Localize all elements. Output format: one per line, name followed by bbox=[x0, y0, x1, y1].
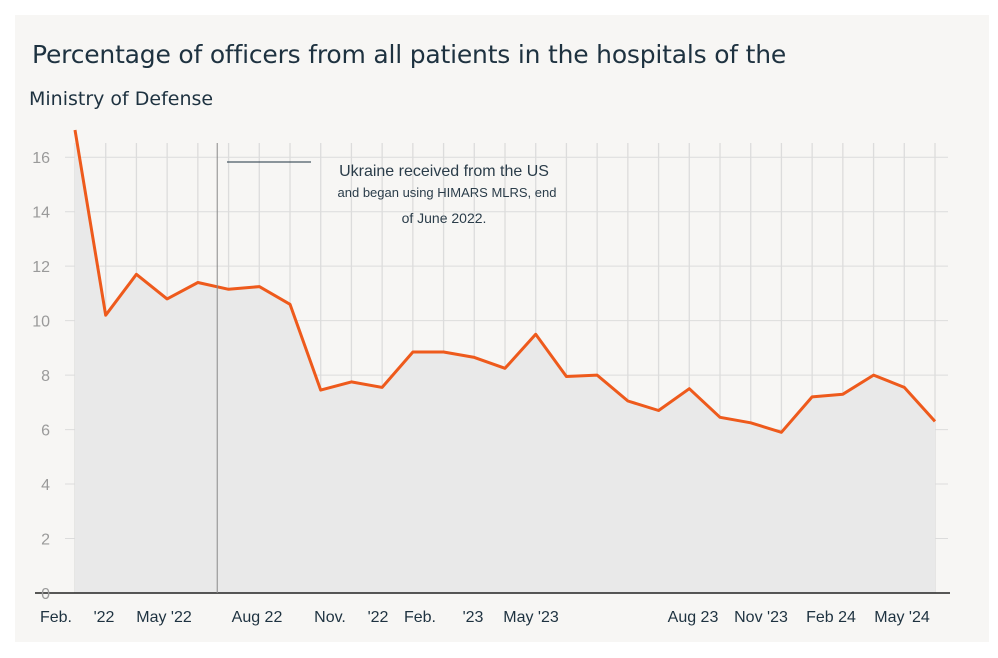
x-tick-labels: Feb. '22 May '22 Aug 22 Nov. '22 Feb. '23 May '2… bbox=[40, 609, 930, 626]
y-tick-label: 12 bbox=[32, 259, 50, 276]
x-tick-label: Nov. bbox=[314, 609, 346, 626]
series-area bbox=[75, 130, 935, 593]
annotation: Ukraine received from the US and began u… bbox=[216, 143, 557, 593]
x-tick-label: '22 bbox=[94, 609, 115, 626]
x-tick-label: Aug 22 bbox=[232, 609, 283, 626]
x-tick-label: Aug 23 bbox=[668, 609, 719, 626]
x-tick-label: Feb. bbox=[404, 609, 436, 626]
series-line bbox=[73, 129, 937, 434]
y-tick-label: 16 bbox=[32, 150, 50, 167]
x-tick-label: '23 bbox=[463, 609, 484, 626]
y-tick-label: 4 bbox=[41, 477, 50, 494]
y-tick-label: 6 bbox=[41, 423, 50, 440]
x-tick-label: '22 bbox=[368, 609, 389, 626]
y-tick-label: 14 bbox=[32, 205, 50, 222]
annotation-line-1: Ukraine received from the US bbox=[339, 163, 549, 180]
x-tick-label: May '22 bbox=[136, 609, 192, 626]
y-tick-label: 8 bbox=[41, 368, 50, 385]
annotation-line-2: and began using HIMARS MLRS, end bbox=[338, 185, 557, 200]
x-tick-label: May '24 bbox=[874, 609, 930, 626]
y-tick-label: 2 bbox=[41, 532, 50, 549]
y-tick-labels: 0 2 4 6 8 10 12 14 16 bbox=[32, 150, 50, 603]
x-tick-label: Nov '23 bbox=[734, 609, 788, 626]
y-tick-label: 0 bbox=[41, 586, 50, 603]
y-tick-label: 10 bbox=[32, 314, 50, 331]
x-tick-label: May '23 bbox=[503, 609, 559, 626]
chart-title: Percentage of officers from all patients… bbox=[32, 40, 787, 69]
x-tick-label: Feb 24 bbox=[806, 609, 856, 626]
x-tick-label: Feb. bbox=[40, 609, 72, 626]
annotation-line-3: of June 2022. bbox=[402, 210, 487, 226]
chart-subtitle: Ministry of Defense bbox=[29, 88, 214, 110]
